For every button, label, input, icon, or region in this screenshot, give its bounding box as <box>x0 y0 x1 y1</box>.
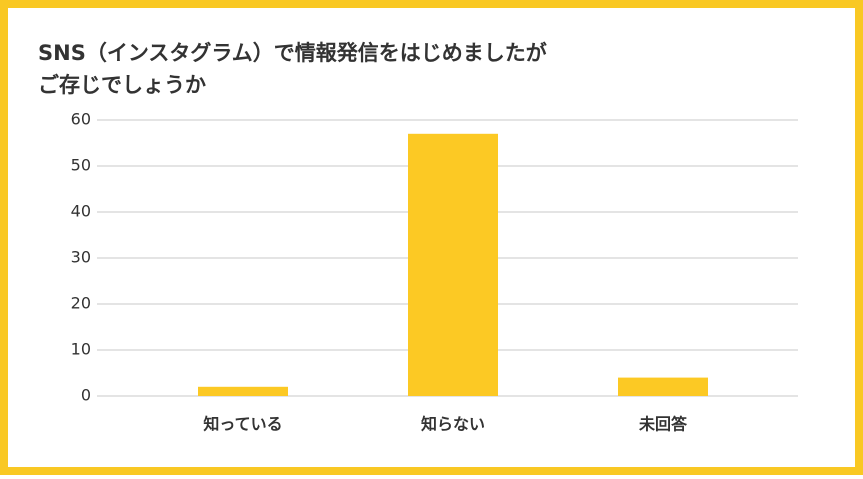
chart-title: ご存じでしょうか <box>38 73 206 97</box>
y-tick-label: 10 <box>71 340 91 359</box>
y-tick-label: 40 <box>71 202 91 221</box>
bar <box>198 386 288 396</box>
chart-title: SNS（インスタグラム）で情報発信をはじめましたが <box>38 41 547 65</box>
bar <box>618 377 708 396</box>
bar <box>408 133 498 397</box>
y-tick-label: 60 <box>71 110 91 129</box>
y-tick-label: 50 <box>71 156 91 175</box>
y-tick-label: 0 <box>81 386 91 405</box>
x-tick-label: 知っている <box>203 415 282 434</box>
x-tick-label: 知らない <box>421 415 485 434</box>
y-tick-label: 30 <box>71 248 91 267</box>
y-tick-label: 20 <box>71 294 91 313</box>
x-tick-label: 未回答 <box>638 415 688 434</box>
